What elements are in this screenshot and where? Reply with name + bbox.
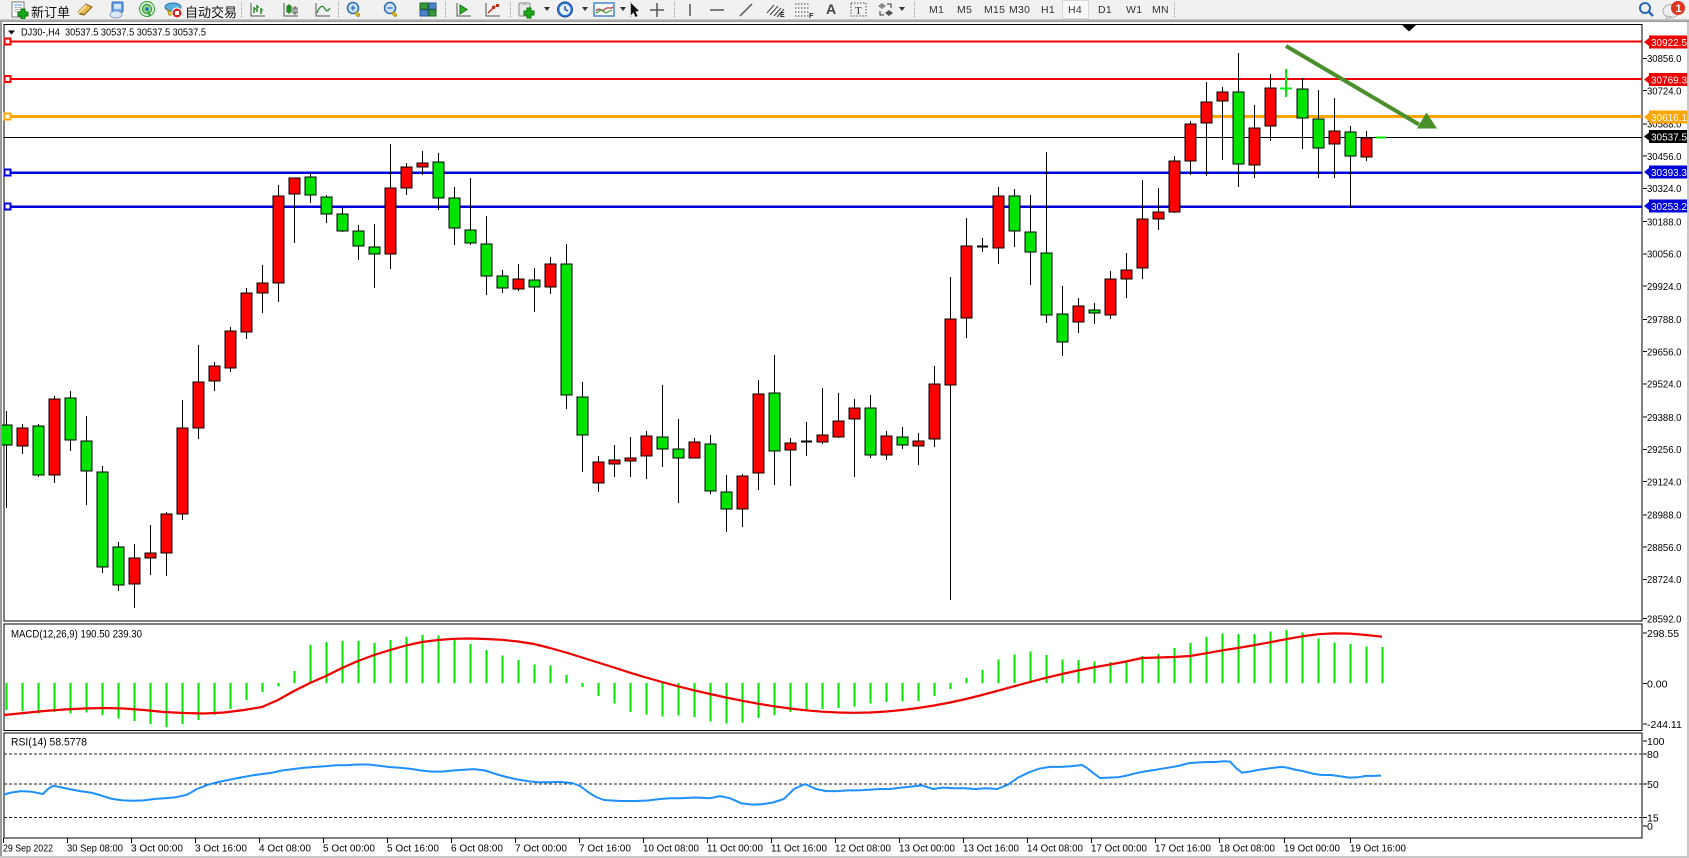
svg-text:7 Oct 16:00: 7 Oct 16:00 <box>579 843 631 855</box>
svg-text:30188.0: 30188.0 <box>1647 216 1682 228</box>
svg-text:30769.3: 30769.3 <box>1651 74 1687 86</box>
svg-text:30616.1: 30616.1 <box>1651 112 1687 124</box>
svg-text:T: T <box>855 5 862 17</box>
svg-text:30537.5: 30537.5 <box>1651 131 1687 143</box>
svg-text:29388.0: 29388.0 <box>1647 412 1682 424</box>
svg-text:10 Oct 08:00: 10 Oct 08:00 <box>643 843 699 855</box>
svg-text:29524.0: 29524.0 <box>1647 379 1682 391</box>
svg-text:11 Oct 16:00: 11 Oct 16:00 <box>771 843 827 855</box>
svg-text:7 Oct 00:00: 7 Oct 00:00 <box>515 843 567 855</box>
svg-text:298.55: 298.55 <box>1647 628 1679 640</box>
svg-text:28856.0: 28856.0 <box>1647 542 1682 554</box>
svg-text:30 Sep 08:00: 30 Sep 08:00 <box>67 843 123 855</box>
svg-text:0: 0 <box>1647 821 1653 833</box>
svg-text:DJ30-,H4 30537.5 30537.5 3053: DJ30-,H4 30537.5 30537.5 30537.5 30537.5 <box>21 27 206 39</box>
svg-text:0.00: 0.00 <box>1647 678 1668 690</box>
svg-text:28724.0: 28724.0 <box>1647 574 1682 586</box>
svg-text:29256.0: 29256.0 <box>1647 444 1682 456</box>
svg-text:29124.0: 29124.0 <box>1647 476 1682 488</box>
svg-text:15: 15 <box>1647 812 1659 824</box>
svg-text:3 Oct 16:00: 3 Oct 16:00 <box>195 843 247 855</box>
svg-text:28592.0: 28592.0 <box>1647 613 1682 625</box>
svg-text:29656.0: 29656.0 <box>1647 346 1682 358</box>
svg-text:30253.2: 30253.2 <box>1651 201 1687 213</box>
svg-text:19 Oct 16:00: 19 Oct 16:00 <box>1350 843 1406 855</box>
svg-text:5 Oct 00:00: 5 Oct 00:00 <box>323 843 375 855</box>
svg-text:29788.0: 29788.0 <box>1647 314 1682 326</box>
svg-text:18 Oct 08:00: 18 Oct 08:00 <box>1219 843 1275 855</box>
svg-text:100: 100 <box>1647 736 1665 748</box>
svg-text:30324.0: 30324.0 <box>1647 183 1682 195</box>
svg-text:17 Oct 00:00: 17 Oct 00:00 <box>1091 843 1147 855</box>
svg-text:17 Oct 16:00: 17 Oct 16:00 <box>1155 843 1211 855</box>
svg-text:30922.5: 30922.5 <box>1651 37 1687 49</box>
svg-text:4 Oct 08:00: 4 Oct 08:00 <box>259 843 311 855</box>
svg-text:-244.11: -244.11 <box>1647 719 1682 731</box>
svg-text:29924.0: 29924.0 <box>1647 281 1682 293</box>
svg-text:19 Oct 00:00: 19 Oct 00:00 <box>1284 843 1340 855</box>
svg-text:80: 80 <box>1647 749 1659 761</box>
svg-text:12 Oct 08:00: 12 Oct 08:00 <box>835 843 891 855</box>
svg-text:RSI(14) 58.5778: RSI(14) 58.5778 <box>11 737 87 749</box>
svg-text:13 Oct 16:00: 13 Oct 16:00 <box>963 843 1019 855</box>
svg-text:13 Oct 00:00: 13 Oct 00:00 <box>899 843 955 855</box>
svg-text:F: F <box>809 13 814 19</box>
svg-text:30393.3: 30393.3 <box>1651 167 1687 179</box>
svg-text:30856.0: 30856.0 <box>1647 53 1682 65</box>
svg-text:3 Oct 00:00: 3 Oct 00:00 <box>131 843 183 855</box>
svg-text:E: E <box>780 12 785 19</box>
svg-text:50: 50 <box>1647 779 1659 791</box>
svg-text:MACD(12,26,9) 190.50 239.30: MACD(12,26,9) 190.50 239.30 <box>11 629 142 641</box>
svg-text:5 Oct 16:00: 5 Oct 16:00 <box>387 843 439 855</box>
svg-text:1: 1 <box>1676 3 1682 15</box>
svg-text:6 Oct 08:00: 6 Oct 08:00 <box>451 843 503 855</box>
svg-text:30456.0: 30456.0 <box>1647 151 1682 163</box>
svg-text:14 Oct 08:00: 14 Oct 08:00 <box>1027 843 1083 855</box>
svg-text:28988.0: 28988.0 <box>1647 510 1682 522</box>
svg-text:30056.0: 30056.0 <box>1647 249 1682 261</box>
svg-text:30724.0: 30724.0 <box>1647 85 1682 97</box>
svg-text:11 Oct 00:00: 11 Oct 00:00 <box>707 843 763 855</box>
svg-text:29 Sep 2022: 29 Sep 2022 <box>3 843 53 855</box>
